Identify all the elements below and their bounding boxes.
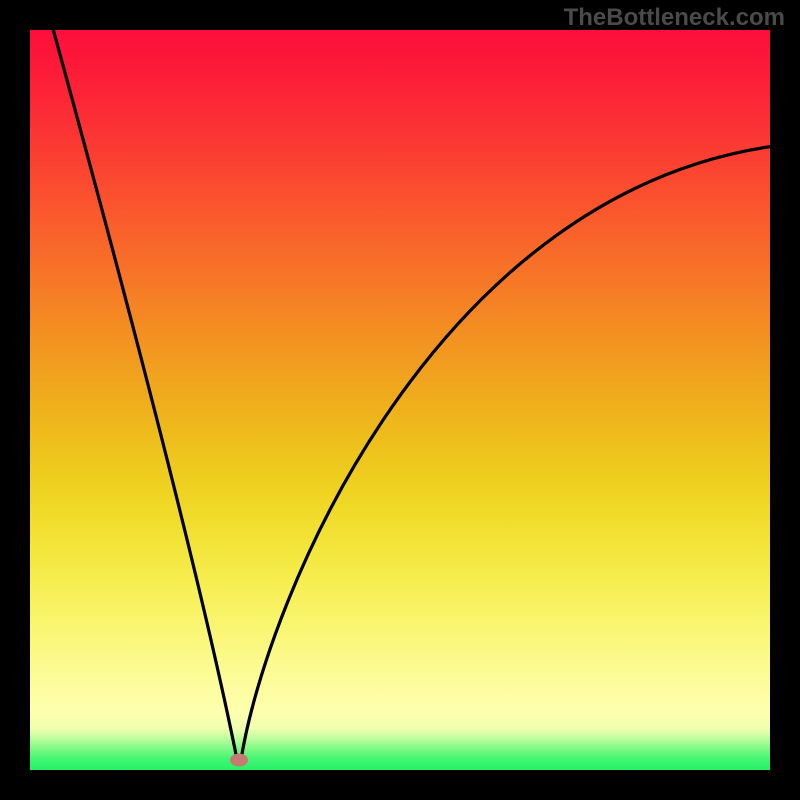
- v-curve: [49, 30, 770, 760]
- chart-container: TheBottleneck.com: [0, 0, 800, 800]
- curve-svg: [30, 30, 770, 770]
- plot-area: [30, 30, 770, 770]
- watermark-text: TheBottleneck.com: [564, 4, 785, 32]
- trough-marker: [230, 754, 248, 767]
